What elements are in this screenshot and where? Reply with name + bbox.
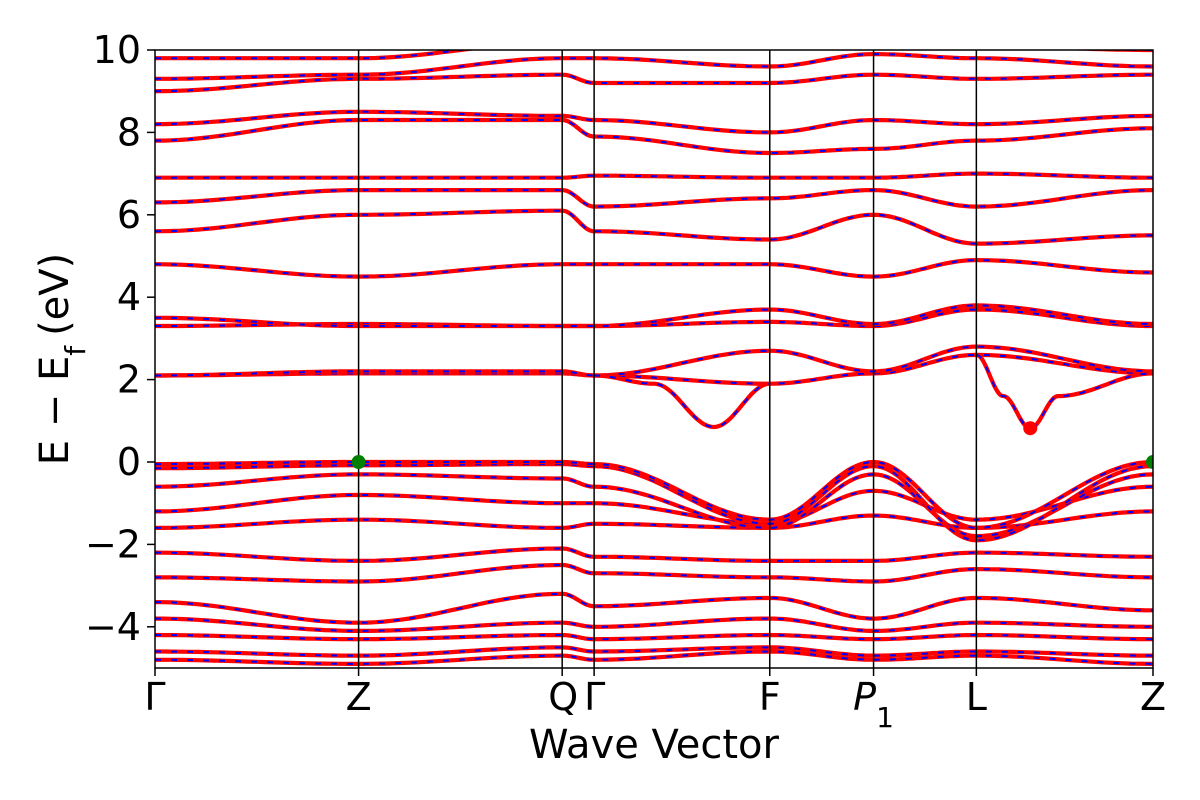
band-line-overlay-7 <box>155 547 1153 562</box>
band-line-overlay-12 <box>155 460 1153 529</box>
band-line-overlay-26 <box>594 374 770 429</box>
band-lines <box>155 50 1153 666</box>
x-tick-label-subscript: 1 <box>876 701 894 734</box>
x-tick-label: Γ <box>144 675 165 719</box>
x-tick-label: Γ <box>584 675 605 719</box>
plot-background <box>155 50 1153 668</box>
band-line-overlay-18 <box>155 209 1153 245</box>
y-tick-label: 10 <box>93 28 141 72</box>
band-line-overlay-9 <box>155 485 1153 525</box>
x-tick-label: Q <box>548 675 578 719</box>
band-line-overlay-3 <box>155 633 1153 641</box>
band-line-8 <box>155 509 1153 530</box>
band-line-overlay-1 <box>155 650 1153 665</box>
x-axis-title: Wave Vector <box>529 722 780 768</box>
band-line-overlay-14 <box>155 345 1153 377</box>
x-tick-label: L <box>966 675 987 719</box>
band-line-16 <box>155 303 1153 329</box>
y-tick-label: 8 <box>117 110 141 154</box>
x-tick-label: F <box>759 675 781 719</box>
y-tick-label: −2 <box>85 522 141 566</box>
y-axis-title-subscript: f <box>59 345 92 356</box>
marker-vbm-0 <box>351 455 366 469</box>
y-axis-title-main: E − E <box>32 356 78 466</box>
band-line-overlay-22 <box>155 110 1153 134</box>
y-tick-label: −4 <box>85 605 141 649</box>
band-line-overlay-2 <box>155 646 1153 657</box>
high-symmetry-lines <box>357 50 978 668</box>
band-line-overlay-4 <box>155 617 1153 632</box>
x-axis-ticks: Γ Z Q Γ F P1 L Z <box>144 668 1166 734</box>
band-line-25 <box>155 50 1153 61</box>
band-line-17 <box>155 257 1153 279</box>
y-axis-ticks: −4 −2 0 2 4 6 8 10 <box>85 28 155 649</box>
y-axis-title: E − Ef (eV) <box>32 253 92 466</box>
x-tick-label: Z <box>346 675 372 719</box>
y-tick-label: 2 <box>117 358 141 402</box>
y-tick-label: 6 <box>117 193 141 237</box>
x-tick-label: Z <box>1140 675 1166 719</box>
band-line-overlay-15 <box>155 308 1153 327</box>
band-line-overlay-6 <box>155 564 1153 583</box>
y-axis-title-unit: (eV) <box>32 253 78 336</box>
band-line-overlay-5 <box>155 592 1153 624</box>
band-line-overlay-23 <box>155 73 1153 93</box>
y-tick-label: 0 <box>117 440 141 484</box>
band-line-overlay-19 <box>155 189 1153 208</box>
band-line-overlay-21 <box>155 119 1153 154</box>
extrema-markers <box>351 421 1153 469</box>
band-line-overlay-27 <box>976 353 1153 430</box>
band-line-24 <box>155 52 1153 81</box>
band-line-overlay-11 <box>155 463 1153 542</box>
band-line-overlay-10 <box>155 473 1153 538</box>
marker-cbm-2 <box>1023 421 1038 436</box>
y-tick-label: 4 <box>117 275 141 319</box>
marker-vbm-1 <box>1146 455 1153 469</box>
plot-frame <box>154 49 1154 669</box>
x-tick-label-main: P <box>853 675 876 719</box>
x-tick-label: P1 <box>853 675 894 734</box>
band-line-overlay-20 <box>155 172 1153 179</box>
